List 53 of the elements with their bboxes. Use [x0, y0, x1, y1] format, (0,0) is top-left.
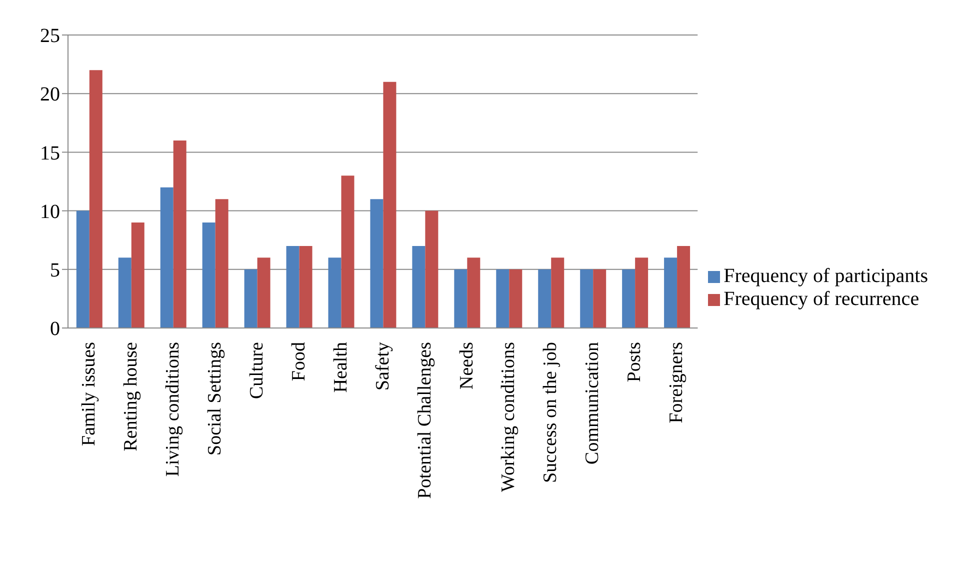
bar [341, 176, 354, 328]
bar [257, 258, 270, 328]
x-tick-label: Social Settings [204, 342, 226, 456]
bar [89, 70, 102, 328]
bar [551, 258, 564, 328]
x-tick-label: Culture [246, 342, 268, 399]
y-tick-label: 15 [40, 142, 60, 164]
x-tick-label: Communication [582, 342, 604, 464]
bar [496, 269, 510, 328]
x-tick-label: Foreigners [666, 342, 688, 424]
bar [160, 187, 174, 328]
bar [454, 269, 468, 328]
bar [538, 269, 552, 328]
y-tick-label: 10 [40, 200, 60, 223]
x-tick-label: Living conditions [162, 342, 184, 477]
x-tick-label: Posts [624, 342, 646, 382]
bar [677, 246, 690, 328]
bar [370, 199, 384, 328]
x-tick-label: Potential Challenges [414, 342, 436, 499]
bar [412, 246, 426, 328]
bar [509, 269, 522, 328]
x-tick-label: Safety [372, 342, 394, 391]
bar [664, 258, 678, 328]
bar [593, 269, 606, 328]
bar [299, 246, 312, 328]
y-tick-label: 20 [40, 84, 60, 106]
bar [383, 82, 396, 328]
bar [215, 199, 228, 328]
x-tick-label: Needs [456, 342, 478, 390]
x-tick-label: Food [288, 342, 310, 382]
x-tick-label: Family issues [78, 342, 100, 446]
bar [118, 258, 132, 328]
bar [286, 246, 300, 328]
x-tick-label: Health [330, 342, 352, 393]
legend-label: Frequency of recurrence [724, 288, 920, 310]
bar [425, 210, 438, 328]
y-tick-label: 25 [40, 25, 60, 48]
legend-label: Frequency of participants [724, 265, 928, 287]
x-tick-label: Success on the job [540, 342, 562, 483]
x-tick-label: Working conditions [498, 342, 520, 492]
bar [173, 140, 186, 328]
y-tick-label: 0 [50, 318, 60, 340]
bar [244, 269, 258, 328]
bar [467, 258, 480, 328]
x-tick-label: Renting house [120, 342, 142, 452]
y-tick-label: 5 [50, 260, 60, 282]
bar [76, 210, 90, 328]
bar [202, 222, 216, 328]
bar [622, 269, 636, 328]
bar [580, 269, 594, 328]
bar [131, 222, 144, 328]
bar [635, 258, 648, 328]
bar [328, 258, 342, 328]
